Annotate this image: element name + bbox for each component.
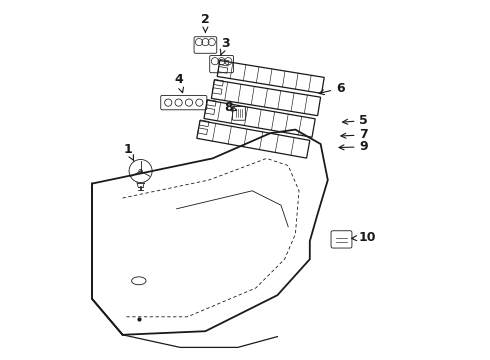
Text: 2: 2 bbox=[201, 13, 210, 32]
Text: 4: 4 bbox=[174, 73, 183, 93]
Text: 10: 10 bbox=[352, 231, 376, 244]
Text: 5: 5 bbox=[343, 114, 368, 127]
Text: 1: 1 bbox=[123, 143, 134, 161]
Text: 7: 7 bbox=[341, 129, 368, 141]
Text: 6: 6 bbox=[319, 82, 344, 95]
Text: 8: 8 bbox=[224, 101, 237, 114]
Text: 3: 3 bbox=[220, 37, 229, 55]
Text: 9: 9 bbox=[339, 140, 368, 153]
